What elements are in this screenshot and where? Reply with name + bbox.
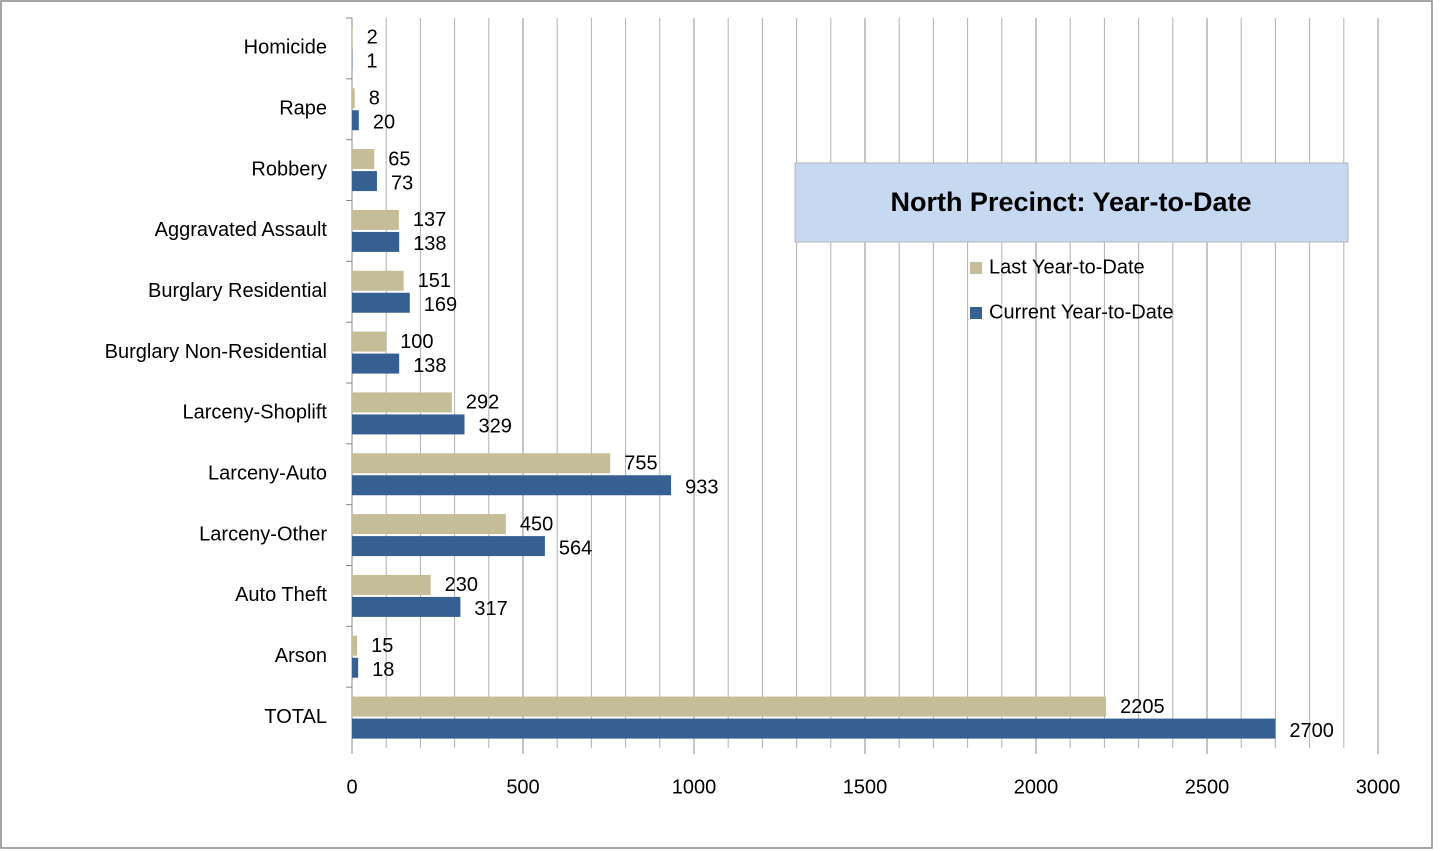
data-label: 450 xyxy=(520,513,553,535)
data-label: 20 xyxy=(373,112,395,134)
data-label: 230 xyxy=(445,574,478,596)
bar xyxy=(352,231,400,252)
title-box xyxy=(794,162,1349,243)
bar xyxy=(352,536,545,557)
bar xyxy=(352,171,377,192)
grid xyxy=(346,17,1379,754)
y-tick-label: Aggravated Assault xyxy=(155,219,328,241)
data-label: 1 xyxy=(366,51,377,73)
y-tick-label: Homicide xyxy=(244,37,327,59)
y-tick-label: Larceny-Shoplift xyxy=(182,402,327,424)
bar xyxy=(352,574,431,595)
y-tick-label: TOTAL xyxy=(264,706,327,728)
bar xyxy=(352,696,1107,717)
x-tick-label: 1000 xyxy=(672,776,717,798)
bar xyxy=(352,292,410,313)
legend-label: Last Year-to-Date xyxy=(989,256,1145,278)
data-label: 329 xyxy=(479,416,512,438)
data-label: 65 xyxy=(388,148,410,170)
x-tick-label: 2500 xyxy=(1185,776,1230,798)
x-tick-label: 3000 xyxy=(1356,776,1401,798)
bar xyxy=(352,514,506,535)
data-label: 292 xyxy=(466,392,499,414)
bar xyxy=(352,635,358,656)
y-tick-label: Auto Theft xyxy=(235,584,327,606)
data-label: 933 xyxy=(685,477,718,499)
data-label: 2 xyxy=(367,27,378,49)
y-tick-label: Burglary Residential xyxy=(148,280,327,302)
bar xyxy=(352,149,375,170)
bar xyxy=(352,392,452,413)
bar xyxy=(352,88,355,109)
bar xyxy=(352,353,400,374)
data-label: 564 xyxy=(559,537,592,559)
data-label: 317 xyxy=(474,598,507,620)
bar xyxy=(352,209,399,230)
legend-label: Current Year-to-Date xyxy=(989,301,1174,323)
bar xyxy=(352,475,672,496)
data-label: 18 xyxy=(372,659,394,681)
legend-swatch xyxy=(970,262,982,274)
data-label: 137 xyxy=(413,209,446,231)
data-label: 138 xyxy=(413,355,446,377)
y-tick-label: Larceny-Auto xyxy=(208,463,327,485)
data-label: 15 xyxy=(371,635,393,657)
x-tick-label: 0 xyxy=(346,776,357,798)
x-tick-label: 500 xyxy=(506,776,539,798)
bar xyxy=(352,331,387,352)
x-tick-label: 2000 xyxy=(1014,776,1059,798)
bar xyxy=(352,453,611,474)
data-label: 2700 xyxy=(1289,720,1334,742)
bar xyxy=(352,718,1276,739)
x-tick-label: 1500 xyxy=(843,776,888,798)
bar xyxy=(352,110,359,131)
data-label: 138 xyxy=(413,233,446,255)
y-tick-label: Rape xyxy=(279,98,327,120)
bar xyxy=(352,657,359,678)
data-label: 100 xyxy=(400,331,433,353)
data-label: 2205 xyxy=(1120,696,1165,718)
chart-title: North Precinct: Year-to-Date xyxy=(890,187,1251,217)
data-label: 151 xyxy=(418,270,451,292)
data-label: 73 xyxy=(391,172,413,194)
marks xyxy=(352,27,1276,739)
bar xyxy=(352,270,404,291)
data-label: 169 xyxy=(424,294,457,316)
bar xyxy=(352,27,353,48)
legend-swatch xyxy=(970,307,982,319)
bar xyxy=(352,414,465,435)
data-label: 755 xyxy=(624,453,657,475)
y-tick-label: Larceny-Other xyxy=(199,523,327,545)
bar xyxy=(352,596,461,617)
y-tick-label: Burglary Non-Residential xyxy=(105,341,327,363)
data-label: 8 xyxy=(369,88,380,110)
y-tick-label: Robbery xyxy=(251,158,327,180)
y-tick-label: Arson xyxy=(275,645,327,667)
